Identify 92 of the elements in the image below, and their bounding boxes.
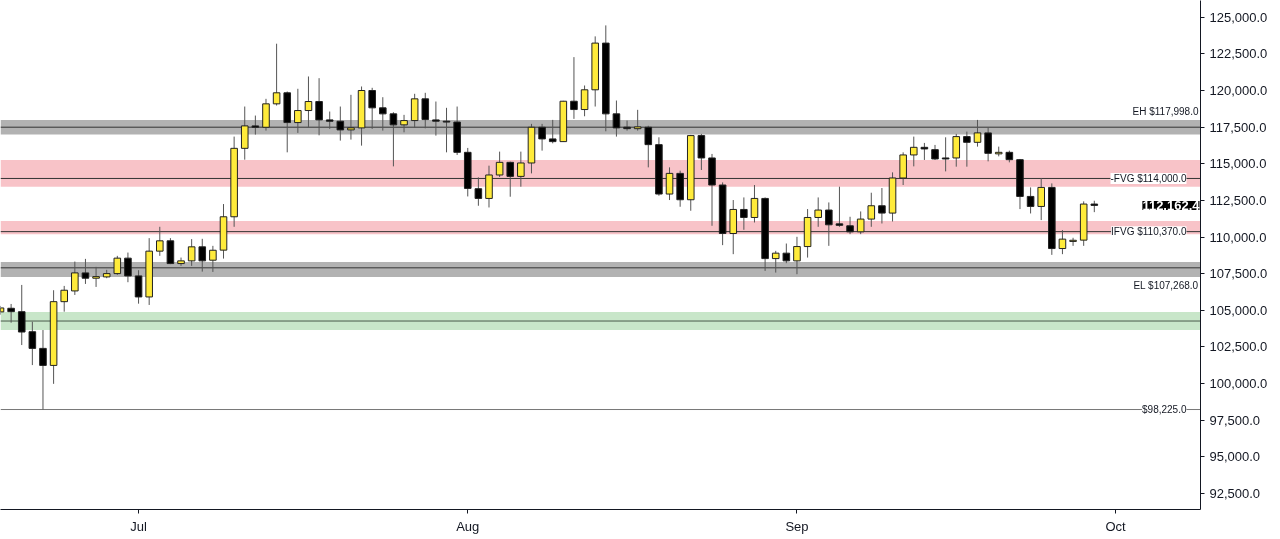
candlestick: [941, 136, 950, 172]
candlestick: [198, 238, 207, 273]
candlestick: [740, 196, 748, 231]
candlestick: [442, 107, 451, 153]
candlestick: [665, 166, 674, 201]
candlestick: [166, 237, 175, 265]
x-tick-label: Jul: [130, 518, 147, 534]
candlestick: [835, 186, 844, 228]
y-tick-label: 92,500.0: [1209, 485, 1261, 501]
candlestick: [304, 75, 313, 128]
y-tick-label: 102,500.0: [1209, 339, 1268, 355]
candlestick: [294, 88, 302, 134]
candlestick: [124, 252, 132, 283]
candlestick: [1026, 186, 1035, 214]
candlestick: [39, 329, 47, 411]
candlestick: [899, 151, 907, 186]
candlestick: [92, 266, 100, 288]
x-tick-label: Oct: [1105, 518, 1127, 534]
candlestick: [421, 92, 430, 129]
y-tick-label: 120,000.0: [1209, 83, 1268, 99]
candlestick: [368, 87, 376, 130]
candlestick: [580, 85, 589, 117]
candlestick: [71, 261, 79, 296]
candlestick: [81, 258, 90, 285]
candlestick: [644, 125, 653, 168]
y-tick-label: 112,500.0: [1209, 192, 1267, 208]
candlestick: [878, 187, 886, 224]
candlestick: [793, 236, 801, 275]
ref-line-label: -FVG $114,000.0: [1110, 172, 1187, 184]
y-tick-label: 125,000.0: [1209, 9, 1268, 25]
candlestick: [846, 216, 854, 235]
y-tick-label: 122,500.0: [1209, 46, 1268, 62]
ref-line-label: IFVG $110,370.0: [1111, 226, 1187, 238]
candlestick: [156, 226, 164, 257]
y-tick-label: 115,000.0: [1209, 156, 1267, 172]
candlestick: [538, 123, 546, 152]
candlestick: [1058, 229, 1067, 255]
candlestick: [251, 115, 260, 136]
candlestick: [506, 161, 515, 198]
candlestick: [410, 93, 419, 129]
candlestick: [548, 119, 557, 144]
candlestick: [517, 151, 525, 188]
candlestick: [240, 106, 249, 161]
candlestick: [389, 111, 398, 167]
candlestick: [432, 101, 440, 137]
y-tick-label: 110,000.0: [1209, 229, 1267, 245]
candlestick: [134, 269, 143, 305]
candlestick: [60, 285, 69, 313]
y-tick-label: 97,500.0: [1209, 412, 1261, 428]
band-label: EH $117,998.0: [1132, 105, 1199, 117]
y-tick-label: 100,000.0: [1209, 376, 1268, 392]
candlestick: [272, 43, 281, 107]
candlestick: [612, 100, 621, 138]
band-label: EL $107,268.0: [1133, 280, 1199, 292]
candlestick: [963, 131, 971, 168]
y-tick-label: 105,000.0: [1209, 302, 1268, 318]
candlestick: [379, 96, 387, 132]
candlestick: [262, 98, 270, 132]
candlestick: [697, 133, 706, 171]
candlestick: [209, 245, 217, 273]
y-tick-label: 95,000.0: [1209, 449, 1261, 465]
candlestick: [113, 255, 122, 276]
candlestick: [750, 184, 759, 223]
candlestick: [984, 126, 992, 162]
candlestick: [177, 257, 185, 267]
candlestick: [336, 106, 345, 142]
candlestick: [1069, 237, 1077, 247]
annotation: 112,162.4: [1142, 197, 1201, 213]
candlestick: [474, 176, 483, 207]
candlestick: [856, 210, 865, 235]
candlestick: [485, 165, 493, 208]
candlestick: [633, 109, 642, 132]
candlestick: [315, 77, 323, 136]
candlestick: [867, 192, 876, 228]
candlestick: [952, 133, 961, 168]
candlestick: [495, 151, 504, 178]
candlestick: [825, 201, 833, 247]
candlestick: [347, 94, 355, 141]
x-tick-label: Aug: [456, 518, 480, 534]
candlestick: [973, 119, 982, 148]
y-tick-label: 117,500.0: [1209, 119, 1267, 135]
candlestick: [782, 243, 791, 264]
y-tick-label: 107,500.0: [1209, 266, 1268, 282]
candlestick: [187, 238, 196, 267]
candlestick: [909, 136, 918, 167]
candlestick: [400, 114, 408, 133]
candlestick: [771, 250, 780, 274]
candlestick: [1037, 177, 1045, 221]
x-tick-label: Sep: [785, 518, 809, 534]
candlestick: [814, 196, 822, 228]
ref-line-label: $98,225.0: [1142, 404, 1187, 416]
candlestick: [570, 56, 578, 120]
